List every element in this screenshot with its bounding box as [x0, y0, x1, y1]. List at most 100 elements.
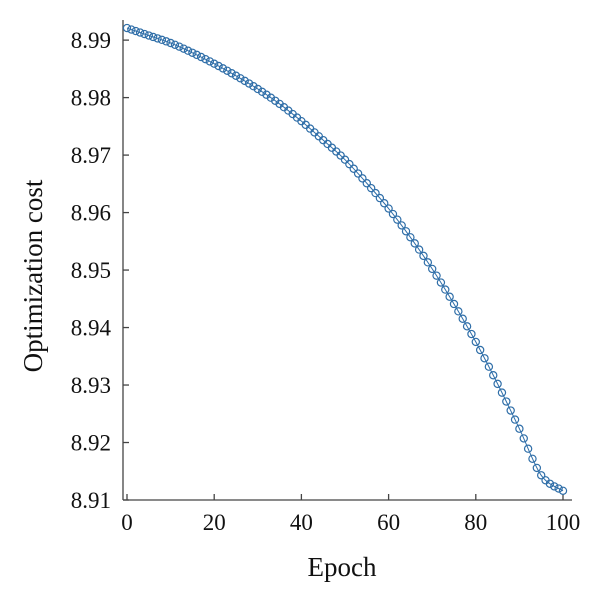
data-point: [201, 54, 210, 64]
data-point: [506, 406, 515, 415]
data-point: [257, 87, 267, 97]
data-point: [388, 209, 398, 219]
y-tick-label: 8.94: [71, 316, 112, 341]
data-point: [401, 227, 411, 236]
data-point: [480, 354, 489, 363]
data-point: [188, 48, 197, 57]
x-tick-label: 40: [290, 510, 313, 535]
y-axis-ticks: 8.91 8.92 8.93 8.94 8.95 8.96 8.97 8.98 8.99: [71, 28, 129, 513]
data-point: [144, 31, 153, 40]
data-point: [131, 26, 140, 36]
data-point: [536, 471, 546, 480]
data-point: [349, 164, 358, 173]
data-point: [467, 329, 476, 339]
x-axis-ticks: 0 20 40 60 80 100: [121, 494, 580, 535]
data-point: [462, 322, 472, 331]
data-point: [236, 74, 245, 83]
x-tick-label: 80: [464, 510, 487, 535]
data-point: [336, 151, 345, 160]
data-point: [353, 169, 363, 178]
data-point: [532, 463, 542, 473]
data-point: [179, 44, 188, 53]
data-point: [231, 71, 241, 80]
data-point: [375, 193, 385, 203]
x-tick-label: 20: [203, 510, 226, 535]
data-point: [205, 57, 215, 66]
y-tick-label: 8.96: [71, 201, 111, 226]
data-point: [441, 285, 450, 294]
data-point: [384, 204, 393, 213]
data-point: [423, 258, 433, 267]
y-tick-label: 8.98: [71, 86, 111, 111]
data-point: [445, 292, 454, 301]
data-point: [484, 362, 494, 371]
data-point: [493, 379, 502, 389]
data-point: [502, 397, 511, 406]
data-point: [227, 69, 236, 78]
data-point: [458, 314, 467, 323]
data-point: [449, 299, 459, 309]
data-point: [240, 76, 249, 86]
data-point: [244, 79, 254, 88]
data-point: [554, 484, 563, 493]
data-point: [436, 278, 446, 287]
y-tick-label: 8.91: [71, 488, 111, 513]
x-axis-label: Epoch: [308, 552, 377, 582]
data-point: [340, 155, 350, 164]
data-point: [528, 454, 537, 464]
x-tick-label: 100: [546, 510, 581, 535]
data-point: [140, 29, 149, 39]
data-point: [157, 35, 167, 45]
data-point: [454, 307, 463, 316]
data-point: [475, 345, 485, 355]
data-point: [545, 479, 555, 488]
data-point: [414, 245, 424, 254]
data-point: [380, 199, 389, 208]
data-point: [166, 38, 175, 48]
data-point: [214, 61, 223, 71]
x-tick-label: 0: [121, 510, 133, 535]
y-tick-label: 8.99: [71, 28, 111, 53]
data-point: [183, 46, 193, 55]
data-point: [223, 66, 232, 75]
data-point: [366, 183, 376, 193]
data-point: [428, 264, 437, 274]
data-point: [170, 40, 180, 49]
data-point: [148, 32, 158, 42]
series-line: [126, 27, 564, 492]
data-point: [489, 371, 498, 380]
data-point: [558, 486, 568, 496]
data-point: [175, 42, 184, 51]
y-tick-label: 8.92: [71, 431, 111, 456]
data-point: [410, 239, 419, 248]
y-tick-label: 8.93: [71, 373, 111, 398]
data-point: [362, 179, 372, 188]
data-point: [345, 159, 354, 169]
data-point: [127, 25, 136, 34]
data-point: [523, 444, 533, 453]
data-point: [122, 23, 132, 33]
data-point: [497, 388, 507, 397]
data-point: [419, 251, 428, 261]
x-tick-label: 60: [377, 510, 400, 535]
plot-area: [122, 23, 568, 496]
data-point: [371, 188, 380, 198]
data-point: [397, 221, 406, 230]
data-point: [253, 84, 263, 94]
data-point: [358, 174, 367, 183]
data-point: [135, 28, 145, 37]
data-point: [192, 50, 201, 60]
chart-axes: [122, 20, 572, 501]
data-point: [471, 337, 481, 347]
data-point: [432, 271, 441, 280]
series-markers: [122, 23, 568, 496]
data-point: [519, 434, 528, 443]
data-point: [209, 59, 219, 68]
y-tick-label: 8.95: [71, 258, 111, 283]
data-point: [162, 37, 171, 46]
data-point: [550, 482, 559, 491]
y-axis-label: Optimization cost: [18, 179, 48, 372]
y-tick-label: 8.97: [71, 143, 111, 168]
data-point: [393, 215, 402, 224]
